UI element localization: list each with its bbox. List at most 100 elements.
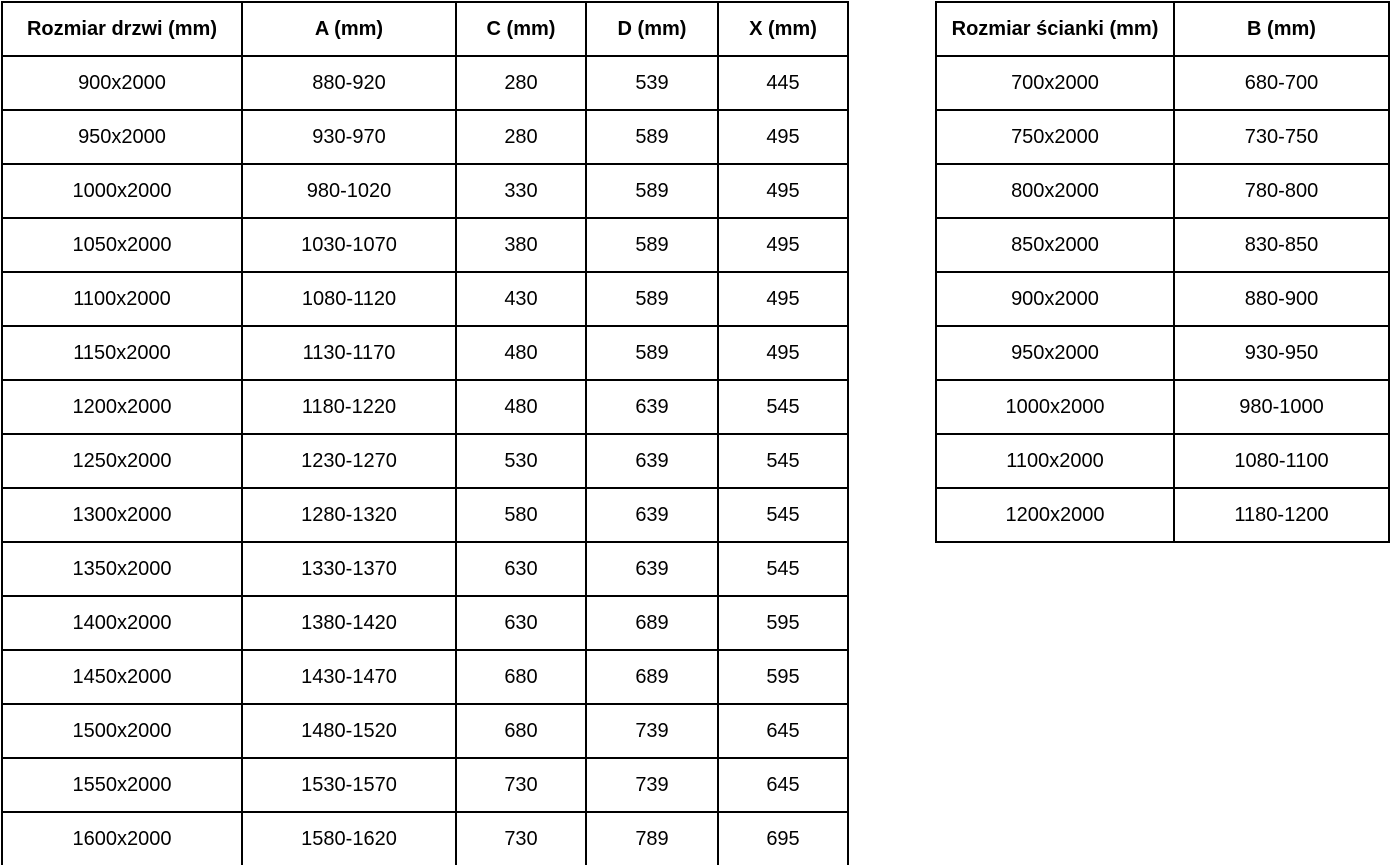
table-cell: 780-800 xyxy=(1173,163,1390,219)
table-row: 1550x2000 1530-1570 730 739 645 xyxy=(1,757,849,813)
table-row: 1500x2000 1480-1520 680 739 645 xyxy=(1,703,849,759)
table-row: 1000x2000 980-1000 xyxy=(935,379,1390,435)
table-cell: 1600x2000 xyxy=(1,811,243,865)
table-cell: 1480-1520 xyxy=(241,703,457,759)
table-cell: 589 xyxy=(585,271,719,327)
table-cell: 1300x2000 xyxy=(1,487,243,543)
table-cell: 380 xyxy=(455,217,587,273)
table-cell: 1580-1620 xyxy=(241,811,457,865)
table-cell: 1450x2000 xyxy=(1,649,243,705)
table-cell: 695 xyxy=(717,811,849,865)
table-cell: 530 xyxy=(455,433,587,489)
table-cell: 580 xyxy=(455,487,587,543)
table-cell: 589 xyxy=(585,163,719,219)
table-cell: 639 xyxy=(585,541,719,597)
table-row: 750x2000 730-750 xyxy=(935,109,1390,165)
table-row: 1200x2000 1180-1200 xyxy=(935,487,1390,543)
table-cell: 1530-1570 xyxy=(241,757,457,813)
table-cell: 689 xyxy=(585,595,719,651)
table-cell: 1230-1270 xyxy=(241,433,457,489)
table-cell: 730 xyxy=(455,811,587,865)
table-cell: 589 xyxy=(585,217,719,273)
table-cell: 1100x2000 xyxy=(1,271,243,327)
table-cell: 495 xyxy=(717,325,849,381)
table-cell: 739 xyxy=(585,757,719,813)
table-cell: 680 xyxy=(455,649,587,705)
table-cell: 1200x2000 xyxy=(935,487,1175,543)
table-cell: 750x2000 xyxy=(935,109,1175,165)
wall-table-header-cell: B (mm) xyxy=(1173,1,1390,57)
table-cell: 630 xyxy=(455,595,587,651)
table-cell: 445 xyxy=(717,55,849,111)
table-cell: 730 xyxy=(455,757,587,813)
wall-table-body: 700x2000 680-700 750x2000 730-750 800x2000… xyxy=(935,55,1390,543)
table-cell: 1500x2000 xyxy=(1,703,243,759)
wall-table-header-row: Rozmiar ścianki (mm) B (mm) xyxy=(935,1,1390,57)
table-cell: 639 xyxy=(585,433,719,489)
table-row: 1600x2000 1580-1620 730 789 695 xyxy=(1,811,849,865)
table-cell: 330 xyxy=(455,163,587,219)
table-cell: 645 xyxy=(717,703,849,759)
table-row: 1400x2000 1380-1420 630 689 595 xyxy=(1,595,849,651)
table-cell: 930-970 xyxy=(241,109,457,165)
table-cell: 900x2000 xyxy=(935,271,1175,327)
table-row: 700x2000 680-700 xyxy=(935,55,1390,111)
table-cell: 739 xyxy=(585,703,719,759)
table-cell: 850x2000 xyxy=(935,217,1175,273)
door-table-header-cell: X (mm) xyxy=(717,1,849,57)
table-cell: 980-1020 xyxy=(241,163,457,219)
table-row: 1300x2000 1280-1320 580 639 545 xyxy=(1,487,849,543)
door-size-table: Rozmiar drzwi (mm) A (mm) C (mm) D (mm) X (m… xyxy=(1,1,849,865)
table-cell: 1280-1320 xyxy=(241,487,457,543)
wall-size-table: Rozmiar ścianki (mm) B (mm) 700x2000 680-7… xyxy=(935,1,1390,543)
table-cell: 1000x2000 xyxy=(1,163,243,219)
door-table-header-cell: D (mm) xyxy=(585,1,719,57)
table-row: 1350x2000 1330-1370 630 639 545 xyxy=(1,541,849,597)
table-cell: 1080-1120 xyxy=(241,271,457,327)
table-cell: 1550x2000 xyxy=(1,757,243,813)
table-cell: 480 xyxy=(455,325,587,381)
table-cell: 1080-1100 xyxy=(1173,433,1390,489)
table-cell: 630 xyxy=(455,541,587,597)
table-cell: 545 xyxy=(717,487,849,543)
table-cell: 1330-1370 xyxy=(241,541,457,597)
table-cell: 1430-1470 xyxy=(241,649,457,705)
table-row: 950x2000 930-970 280 589 495 xyxy=(1,109,849,165)
table-cell: 545 xyxy=(717,433,849,489)
table-cell: 1000x2000 xyxy=(935,379,1175,435)
table-row: 1000x2000 980-1020 330 589 495 xyxy=(1,163,849,219)
table-cell: 495 xyxy=(717,217,849,273)
table-cell: 595 xyxy=(717,649,849,705)
table-cell: 1050x2000 xyxy=(1,217,243,273)
table-cell: 900x2000 xyxy=(1,55,243,111)
table-cell: 880-920 xyxy=(241,55,457,111)
table-cell: 1180-1200 xyxy=(1173,487,1390,543)
table-cell: 689 xyxy=(585,649,719,705)
table-cell: 950x2000 xyxy=(1,109,243,165)
table-cell: 430 xyxy=(455,271,587,327)
table-cell: 980-1000 xyxy=(1173,379,1390,435)
table-cell: 1180-1220 xyxy=(241,379,457,435)
table-row: 1050x2000 1030-1070 380 589 495 xyxy=(1,217,849,273)
table-row: 900x2000 880-900 xyxy=(935,271,1390,327)
table-cell: 645 xyxy=(717,757,849,813)
table-cell: 1350x2000 xyxy=(1,541,243,597)
door-table-body: 900x2000 880-920 280 539 445 950x2000 930-970… xyxy=(1,55,849,865)
table-row: 900x2000 880-920 280 539 445 xyxy=(1,55,849,111)
table-cell: 830-850 xyxy=(1173,217,1390,273)
table-cell: 680-700 xyxy=(1173,55,1390,111)
table-cell: 1400x2000 xyxy=(1,595,243,651)
table-cell: 950x2000 xyxy=(935,325,1175,381)
wall-table-header-cell: Rozmiar ścianki (mm) xyxy=(935,1,1175,57)
table-cell: 495 xyxy=(717,109,849,165)
table-cell: 789 xyxy=(585,811,719,865)
table-cell: 800x2000 xyxy=(935,163,1175,219)
table-cell: 545 xyxy=(717,379,849,435)
table-row: 950x2000 930-950 xyxy=(935,325,1390,381)
table-cell: 1150x2000 xyxy=(1,325,243,381)
table-cell: 280 xyxy=(455,109,587,165)
table-row: 1450x2000 1430-1470 680 689 595 xyxy=(1,649,849,705)
table-cell: 539 xyxy=(585,55,719,111)
table-cell: 700x2000 xyxy=(935,55,1175,111)
